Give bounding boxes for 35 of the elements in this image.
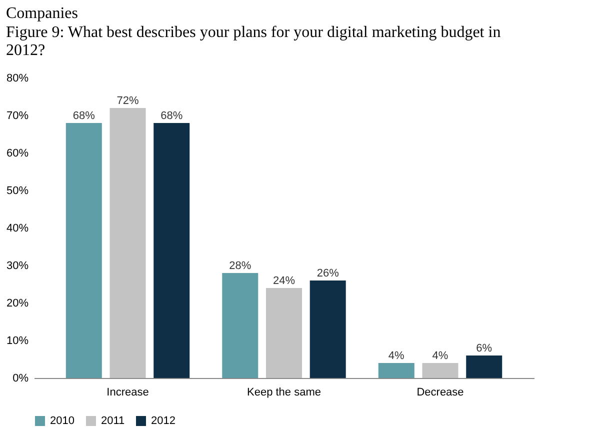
bar bbox=[422, 363, 458, 378]
y-tick-label: 70% bbox=[6, 110, 29, 122]
bar bbox=[466, 356, 502, 378]
bar bbox=[110, 108, 146, 378]
y-tick-label: 10% bbox=[6, 335, 29, 347]
legend-label: 2012 bbox=[151, 415, 176, 427]
text: 24% bbox=[272, 275, 296, 287]
text: 4% bbox=[432, 350, 448, 362]
text: 28% bbox=[229, 260, 252, 272]
legend-label: 2010 bbox=[50, 415, 74, 427]
text: 72% bbox=[116, 95, 139, 107]
bar bbox=[266, 288, 302, 378]
text: 68% bbox=[160, 110, 183, 122]
bar bbox=[310, 280, 346, 378]
text: 6% bbox=[476, 342, 492, 354]
chart-subtitle: Figure 9: What best describes your plans for your digital marketing budget in 2012? bbox=[6, 24, 501, 59]
legend-label: 2011 bbox=[101, 415, 125, 427]
bar bbox=[66, 123, 102, 378]
bar bbox=[378, 363, 414, 378]
bar bbox=[154, 123, 190, 378]
y-tick-label: 50% bbox=[6, 185, 29, 197]
text: 68% bbox=[72, 110, 95, 122]
y-tick-label: 0% bbox=[12, 372, 29, 384]
x-tick-label: Keep the same bbox=[247, 386, 321, 398]
y-tick-label: 40% bbox=[6, 222, 29, 234]
y-tick-label: 80% bbox=[6, 72, 29, 84]
chart-title: Companies bbox=[6, 5, 78, 22]
y-tick-label: 20% bbox=[6, 298, 29, 310]
y-tick-label: 60% bbox=[6, 148, 29, 160]
bar bbox=[222, 273, 258, 378]
text: 4% bbox=[388, 350, 404, 362]
y-tick-label: 30% bbox=[6, 260, 29, 272]
x-tick-label: Decrease bbox=[416, 386, 464, 398]
x-tick-label: Increase bbox=[106, 386, 149, 398]
text: 26% bbox=[316, 268, 339, 280]
